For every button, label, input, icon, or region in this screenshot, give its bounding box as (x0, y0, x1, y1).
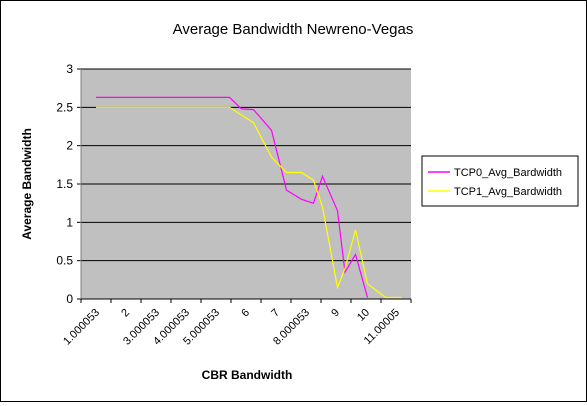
plot-area: 00.511.522.531.000053 23.0000534.0000535.… (56, 62, 412, 348)
legend: TCP0_Avg_Bardwidth TCP1_Avg_Bardwidth (421, 155, 579, 207)
x-tick-label: 9 (329, 307, 342, 320)
legend-entry: TCP1_Avg_Bardwidth (454, 186, 562, 198)
legend-entry: TCP0_Avg_Bardwidth (454, 167, 562, 179)
y-axis-title: Average Bandwidth (20, 128, 34, 240)
x-tick-label: 2 (119, 307, 132, 320)
x-tick-label: 10 (355, 307, 372, 324)
x-tick-label: 6 (239, 307, 252, 320)
x-axis-title: CBR Bandwidth (202, 368, 293, 382)
y-tick-label: 2.5 (56, 100, 73, 114)
y-tick-label: 3 (66, 62, 73, 76)
x-tick-label: 7 (269, 307, 282, 320)
y-tick-label: 0 (66, 292, 73, 306)
legend-box (421, 155, 579, 207)
series-line-2 (96, 106, 402, 299)
x-tick-label: 1.000053 (61, 307, 102, 348)
y-tick-label: 1 (66, 215, 73, 229)
y-tick-label: 2 (66, 139, 73, 153)
series-line-1 (96, 96, 369, 298)
chart-title: Average Bandwidth Newreno-Vegas (173, 21, 414, 38)
y-tick-label: 0.5 (56, 254, 73, 268)
y-tick-label: 1.5 (56, 177, 73, 191)
